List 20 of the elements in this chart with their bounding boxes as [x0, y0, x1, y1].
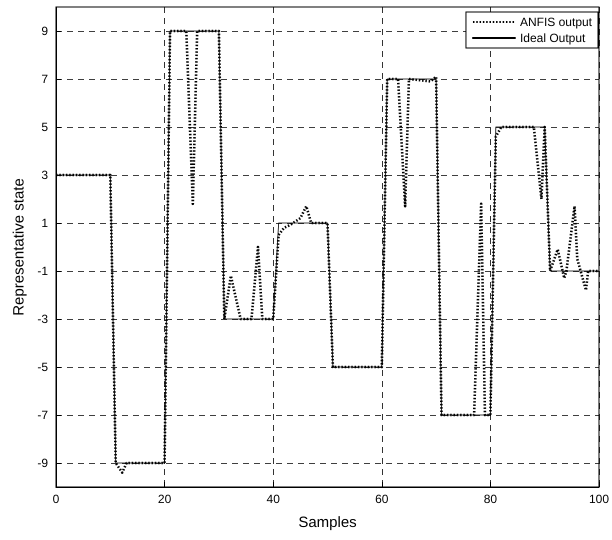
y-tick-label: 3 — [41, 168, 48, 182]
y-tick-label: 5 — [41, 120, 48, 134]
y-tick-label: 1 — [41, 216, 48, 230]
y-axis-title: Representative state — [10, 178, 28, 316]
x-tick-label: 0 — [52, 492, 60, 506]
x-tick-label: 100 — [588, 492, 610, 506]
y-tick-label: -7 — [37, 408, 48, 422]
y-tick-label: -9 — [37, 456, 48, 470]
x-tick-label: 40 — [266, 492, 280, 506]
x-tick-label: 20 — [158, 492, 172, 506]
x-axis-title: Samples — [298, 514, 357, 531]
y-tick-label: 7 — [41, 72, 48, 86]
y-tick-label: -5 — [37, 360, 48, 374]
legend-label: Ideal Output — [520, 31, 586, 45]
legend-label: ANFIS output — [520, 15, 593, 29]
y-tick-label: -1 — [37, 264, 48, 278]
x-tick-label: 60 — [375, 492, 389, 506]
x-tick-label: 80 — [484, 492, 498, 506]
y-tick-label: 9 — [41, 24, 48, 38]
y-tick-label: -3 — [37, 312, 48, 326]
